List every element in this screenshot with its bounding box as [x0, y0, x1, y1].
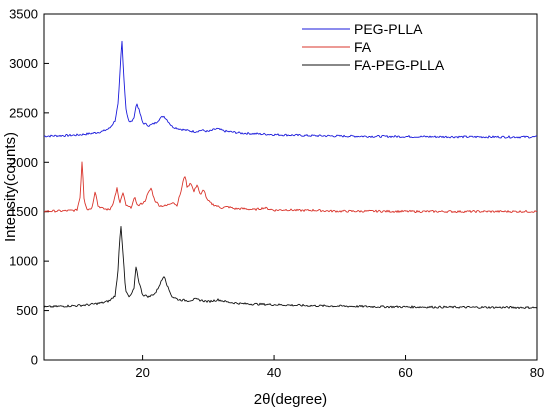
legend-label: FA — [354, 39, 372, 55]
y-tick-label: 1000 — [9, 254, 38, 269]
y-tick-label: 3500 — [9, 7, 38, 22]
series-line-peg-plla — [43, 40, 538, 139]
y-tick-label: 1500 — [9, 204, 38, 219]
x-tick-label: 40 — [267, 365, 281, 380]
x-tick-label: 80 — [530, 365, 544, 380]
legend-label: FA-PEG-PLLA — [354, 57, 445, 73]
y-tick-label: 500 — [16, 303, 38, 318]
plot-frame — [43, 13, 538, 361]
y-tick-label: 3000 — [9, 56, 38, 71]
series-line-fa — [43, 161, 537, 214]
x-tick-label: 60 — [398, 365, 412, 380]
y-tick-label: 2000 — [9, 155, 38, 170]
legend-label: PEG-PLLA — [354, 21, 423, 37]
axis-ticks: 0 500 1000 1500 2000 2500 3000 3500 20 40 60 80 — [9, 7, 544, 381]
series-line-fa-peg-plla — [43, 225, 538, 310]
y-tick-label: 2500 — [9, 105, 38, 120]
series-layer — [43, 40, 538, 310]
y-tick-label: 0 — [31, 353, 38, 368]
y-axis-title: Intensity(counts) — [2, 132, 19, 242]
legend: PEG-PLLA FA FA-PEG-PLLA — [302, 21, 445, 73]
x-tick-label: 20 — [135, 365, 149, 380]
x-axis-title: 2θ(degree) — [254, 391, 327, 408]
